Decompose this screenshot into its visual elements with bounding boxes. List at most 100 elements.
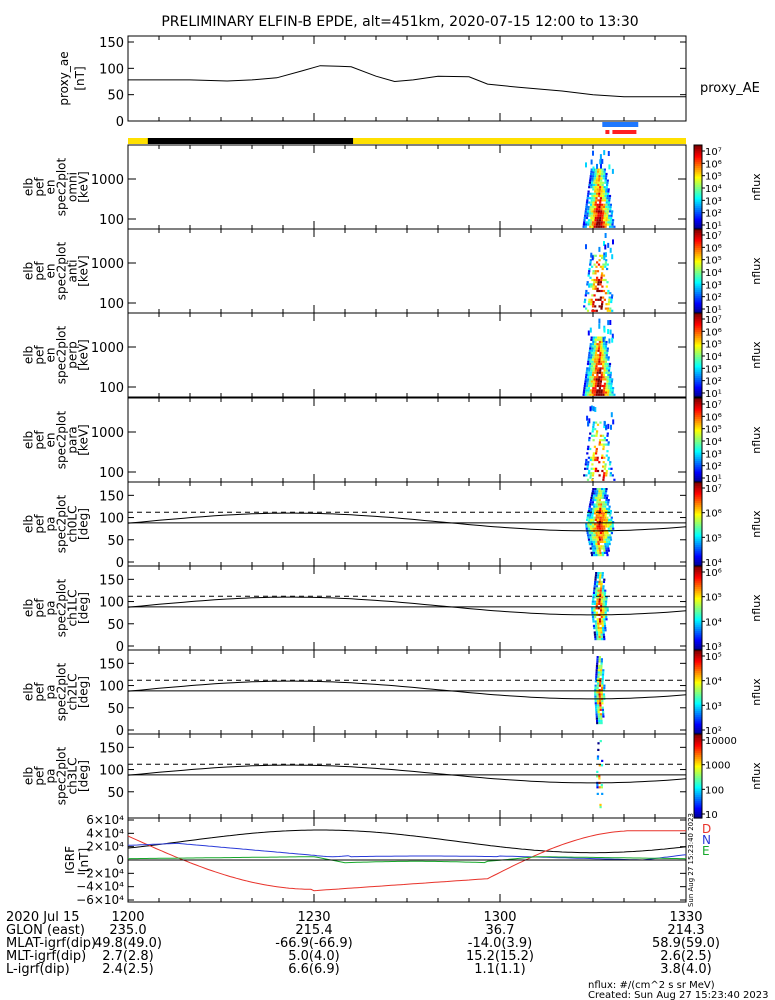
colorbar-tick-label: 10² (705, 209, 722, 220)
spec-panel-1-ylabel-line-1: pef (33, 261, 47, 281)
colorbar-tick-label: 10² (705, 377, 722, 388)
pa-panel-3-blob (596, 740, 604, 809)
footer-created: Created: Sun Aug 27 15:23:40 2023 (588, 990, 768, 1000)
geo-side-note: Sun Aug 27 15:23:40 2023 (687, 813, 695, 907)
pa-panel-2-ylabel-line-2: pa (44, 685, 58, 700)
geo-z-line (127, 856, 687, 864)
red-status-gap (609, 130, 613, 134)
colorbar-tick-label: 10¹ (705, 474, 722, 485)
ae-ytick-label: 150 (99, 36, 124, 51)
colorbar-tick-label: 10² (705, 462, 722, 473)
spec-ytick-label: 1000 (91, 257, 124, 272)
pa-panel-1-ylabel-line-5: [deg] (77, 592, 91, 624)
pa-panel-2-curve (127, 680, 687, 700)
ephemeris-value: 2.7(2.8) (102, 949, 154, 964)
pa-ytick-label: 150 (99, 489, 124, 504)
pa-ytick-label: 50 (107, 786, 124, 801)
colorbar-tick-label: 10² (705, 293, 722, 304)
ae-panel-frame-xticks (127, 36, 687, 121)
colorbar-label: nflux (750, 257, 763, 285)
colorbar-tick-label: 10³ (705, 449, 722, 460)
geo-ytick-label: −6×10⁴ (76, 893, 124, 907)
spec-panel-0-ylabel-line-4: omni (66, 172, 80, 202)
spec-panel-1-frame-xticks (127, 229, 687, 313)
colorbar-label: nflux (750, 426, 763, 454)
colorbar-tick-label: 10⁴ (705, 558, 722, 569)
ephemeris-value: 2.6(2.5) (660, 949, 712, 964)
ae-legend-label: proxy_AE (700, 81, 760, 96)
ephemeris-value: 215.4 (295, 923, 332, 938)
geo-ytick-label: −2×10⁴ (76, 866, 124, 880)
colorbar-label: nflux (750, 341, 763, 369)
pa-panel-2-ylabel-line-5: [deg] (77, 676, 91, 708)
ephemeris-value: 214.3 (667, 923, 704, 938)
colorbar-tick-label: 10³ (705, 364, 722, 375)
colorbar-tick-label: 10⁴ (705, 617, 722, 628)
spec-ytick-label: 100 (99, 381, 124, 396)
spec-panel-0-ylabel-line-3: spec2plot (55, 157, 69, 216)
ae-series-line (128, 65, 686, 98)
colorbar-tick-label: 10000 (705, 736, 737, 747)
pa-panel-1-ylabel-line-0: elb (22, 599, 36, 617)
pa-ytick-label: 100 (99, 512, 124, 527)
xtick-label: 1230 (297, 910, 330, 925)
geo-total-line (127, 829, 687, 854)
colorbar-tick-label: 10⁷ (705, 147, 722, 158)
ae-ylabel: proxy_ae (57, 51, 71, 105)
spec-panel-1-ylabel-line-4: anti (66, 260, 80, 283)
pa-panel-0-ylabel-line-0: elb (22, 515, 36, 533)
spec-ytick-label: 1000 (91, 341, 124, 356)
geo-panel-frame-xticks (127, 818, 687, 902)
ae-panel-frame (127, 35, 687, 122)
ephemeris-value: 5.0(4.0) (288, 949, 340, 964)
spec-panel-0-frame-xticks (127, 145, 687, 229)
colorbar-tick-label: 10¹ (705, 305, 722, 316)
colorbar-tick-label: 10⁶ (705, 243, 722, 254)
spec-panel-2-ylabel-line-3: spec2plot (55, 325, 69, 384)
spec-panel-3-ylabel-line-1: pef (33, 430, 47, 450)
pa-ytick-label: 0 (116, 724, 124, 739)
pa-panel-1-ylabel-line-3: spec2plot (55, 578, 69, 637)
spec-panel-2-ylabel-line-0: elb (22, 346, 36, 364)
ephemeris-row-label: L-igrf(dip) (6, 962, 70, 977)
ephemeris-value: 3.8(4.0) (660, 962, 712, 977)
colorbar-tick-label: 1000 (705, 761, 730, 772)
spec-ytick-label: 1000 (91, 426, 124, 441)
colorbar-tick-label: 10⁶ (705, 568, 722, 579)
pa-panel-2-ylabel-line-1: pef (33, 682, 47, 702)
colorbar-tick-label: 10³ (705, 280, 722, 291)
spec-panel-3-blob (583, 405, 616, 481)
ae-ytick-label: 0 (116, 115, 124, 130)
pa-ytick-label: 50 (107, 618, 124, 633)
geo-ytick-label: 4×10⁴ (86, 826, 124, 840)
xtick-label: 1330 (669, 910, 702, 925)
spec-panel-1-ylabel-line-0: elb (22, 262, 36, 280)
spec-panel-3-ylabel-line-3: spec2plot (55, 410, 69, 469)
spec-ytick-label: 100 (99, 297, 124, 312)
ephemeris-value: 235.0 (109, 923, 146, 938)
xaxis-row-title: 2020 Jul 15 (6, 910, 80, 925)
pa-panel-2-ylabel-line-0: elb (22, 683, 36, 701)
colorbar-tick-label: 10⁴ (705, 184, 722, 195)
pa-panel-2-ylabel-line-4: ch2LC (66, 674, 80, 711)
colorbar-tick-label: 10⁷ (705, 400, 722, 411)
ephemeris-value: -66.9(-66.9) (275, 936, 352, 951)
pa-panel-3-ylabel-line-1: pef (33, 766, 47, 786)
colorbar-tick-label: 10⁵ (705, 652, 722, 663)
colorbar-tick-label: 10³ (705, 196, 722, 207)
colorbar-tick-label: 10⁵ (705, 340, 722, 351)
pa-ytick-label: 0 (116, 556, 124, 571)
geo-ytick-label: 0 (116, 853, 124, 867)
ephemeris-value: 49.8(49.0) (94, 936, 162, 951)
geo-legend-N: N (702, 833, 711, 847)
pa-panel-1-blob (591, 572, 609, 641)
pa-panel-3-ylabel-line-4: ch3LC (66, 758, 80, 795)
spec-panel-0-ylabel-line-2: en (44, 180, 58, 195)
spec-ytick-label: 100 (99, 466, 124, 481)
